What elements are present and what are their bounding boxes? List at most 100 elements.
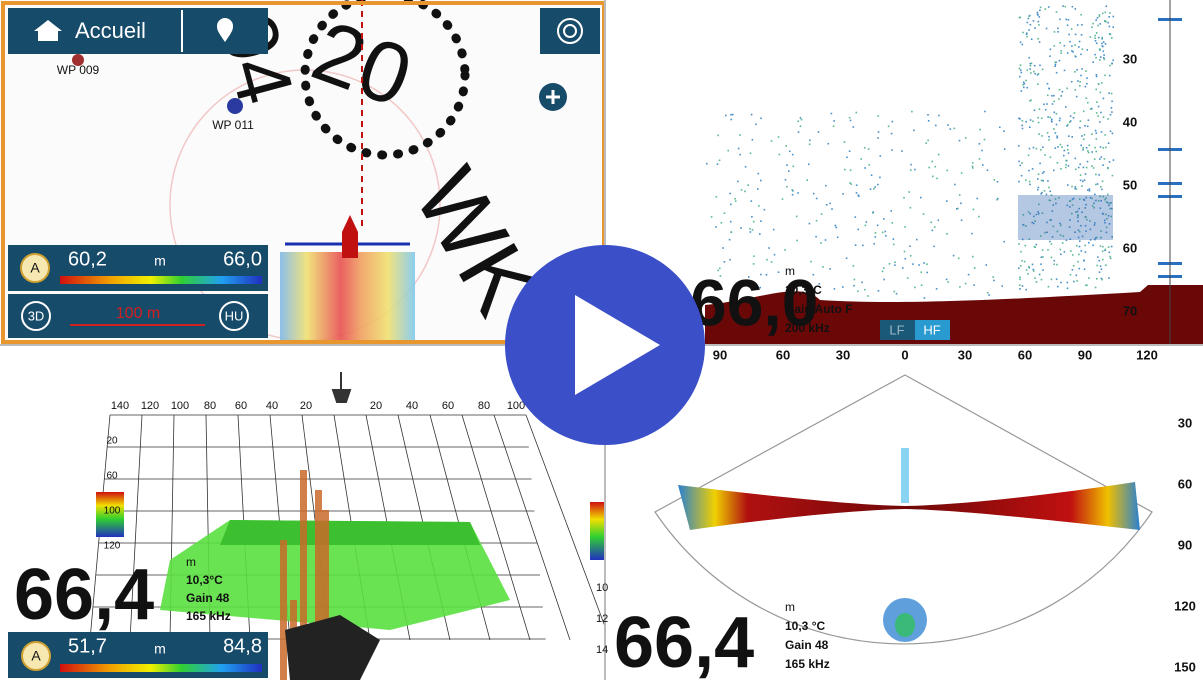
fish-echo <box>322 510 329 670</box>
noise-dot <box>1095 88 1097 91</box>
noise-dot <box>1080 13 1082 16</box>
play-icon <box>575 295 660 395</box>
noise-dot <box>1095 150 1097 153</box>
noise-dot <box>773 253 776 256</box>
noise-dot <box>849 169 852 171</box>
noise-dot <box>1108 251 1111 254</box>
noise-dot <box>1098 174 1100 176</box>
noise-dot <box>749 231 752 233</box>
noise-dot <box>1025 225 1027 227</box>
noise-dot <box>1098 259 1100 262</box>
noise-dot <box>1076 24 1079 26</box>
noise-dot <box>1042 146 1044 149</box>
noise-dot <box>1094 286 1097 289</box>
3d-button[interactable] <box>21 301 51 331</box>
noise-dot <box>791 189 793 191</box>
noise-dot <box>937 153 940 156</box>
noise-dot <box>1028 56 1030 59</box>
noise-dot <box>1085 70 1087 72</box>
auto-badge[interactable] <box>20 253 50 283</box>
noise-dot <box>797 120 799 123</box>
noise-dot <box>1069 206 1071 208</box>
noise-dot <box>1094 129 1097 132</box>
depth-max: 66,0 <box>223 248 262 270</box>
noise-dot <box>852 126 855 128</box>
noise-dot <box>1038 212 1040 215</box>
home-button[interactable]: Accueil <box>75 18 146 43</box>
pin-button[interactable] <box>217 18 233 42</box>
noise-dot <box>960 202 962 205</box>
lf-button[interactable] <box>880 320 915 340</box>
noise-dot <box>1066 144 1069 147</box>
noise-dot <box>1020 250 1022 253</box>
bottom-scale-label: 90 <box>1078 347 1092 362</box>
noise-dot <box>996 198 998 201</box>
noise-dot <box>1083 134 1086 136</box>
noise-dot <box>1046 82 1049 85</box>
noise-dot <box>883 218 885 220</box>
auto-badge-label: A <box>30 260 40 276</box>
noise-dot <box>753 255 755 257</box>
target-button[interactable] <box>540 8 600 54</box>
noise-dot <box>1092 244 1094 247</box>
noise-dot <box>1048 135 1050 138</box>
noise-dot <box>874 236 877 238</box>
noise-dot <box>797 131 800 133</box>
noise-dot <box>946 200 948 202</box>
noise-dot <box>1080 34 1083 36</box>
play-button[interactable] <box>505 245 705 445</box>
noise-dot <box>831 208 833 210</box>
noise-dot <box>1098 15 1101 18</box>
noise-dot <box>1105 213 1107 216</box>
noise-dot <box>946 169 949 172</box>
noise-dot <box>1111 132 1114 135</box>
noise-dot <box>1105 264 1107 266</box>
noise-dot <box>1051 236 1054 238</box>
auto-badge[interactable] <box>21 641 51 671</box>
depth-scale-label: 60 <box>1123 240 1137 255</box>
noise-dot <box>978 158 981 160</box>
noise-dot <box>1066 287 1069 290</box>
noise-dot <box>719 275 722 277</box>
noise-dot <box>967 273 970 276</box>
noise-dot <box>730 113 732 116</box>
noise-dot <box>706 162 708 165</box>
noise-dot <box>1074 44 1076 46</box>
noise-dot <box>1088 144 1090 147</box>
noise-dot <box>1103 54 1105 56</box>
noise-dot <box>1027 265 1030 268</box>
noise-dot <box>1111 37 1113 39</box>
noise-dot <box>1021 124 1023 127</box>
noise-dot <box>891 222 894 224</box>
noise-dot <box>1078 267 1081 270</box>
noise-dot <box>1037 14 1039 16</box>
noise-dot <box>914 168 916 171</box>
noise-dot <box>1082 180 1084 183</box>
noise-dot <box>1063 44 1066 47</box>
noise-dot <box>1108 161 1111 163</box>
bathymetry-patch <box>280 252 415 340</box>
noise-dot <box>1064 5 1067 8</box>
noise-dot <box>784 178 787 181</box>
noise-dot <box>1103 158 1106 160</box>
noise-dot <box>1111 62 1113 65</box>
noise-dot <box>1094 34 1096 37</box>
noise-dot <box>1107 215 1110 217</box>
noise-dot <box>1067 165 1070 167</box>
noise-dot <box>1053 169 1055 172</box>
noise-dot <box>867 295 869 297</box>
hf-button[interactable] <box>915 320 950 340</box>
noise-dot <box>1046 231 1048 234</box>
noise-dot <box>1054 63 1057 66</box>
home-icon[interactable] <box>34 20 62 41</box>
noise-dot <box>1031 263 1034 266</box>
noise-dot <box>855 192 858 194</box>
noise-dot <box>829 202 831 205</box>
noise-dot <box>1043 190 1046 192</box>
3d-top-scale-label: 60 <box>235 400 247 412</box>
noise-dot <box>1003 148 1006 150</box>
hu-button[interactable] <box>219 301 249 331</box>
noise-dot <box>1041 172 1044 174</box>
noise-dot <box>1102 41 1105 43</box>
noise-dot <box>1098 14 1101 16</box>
